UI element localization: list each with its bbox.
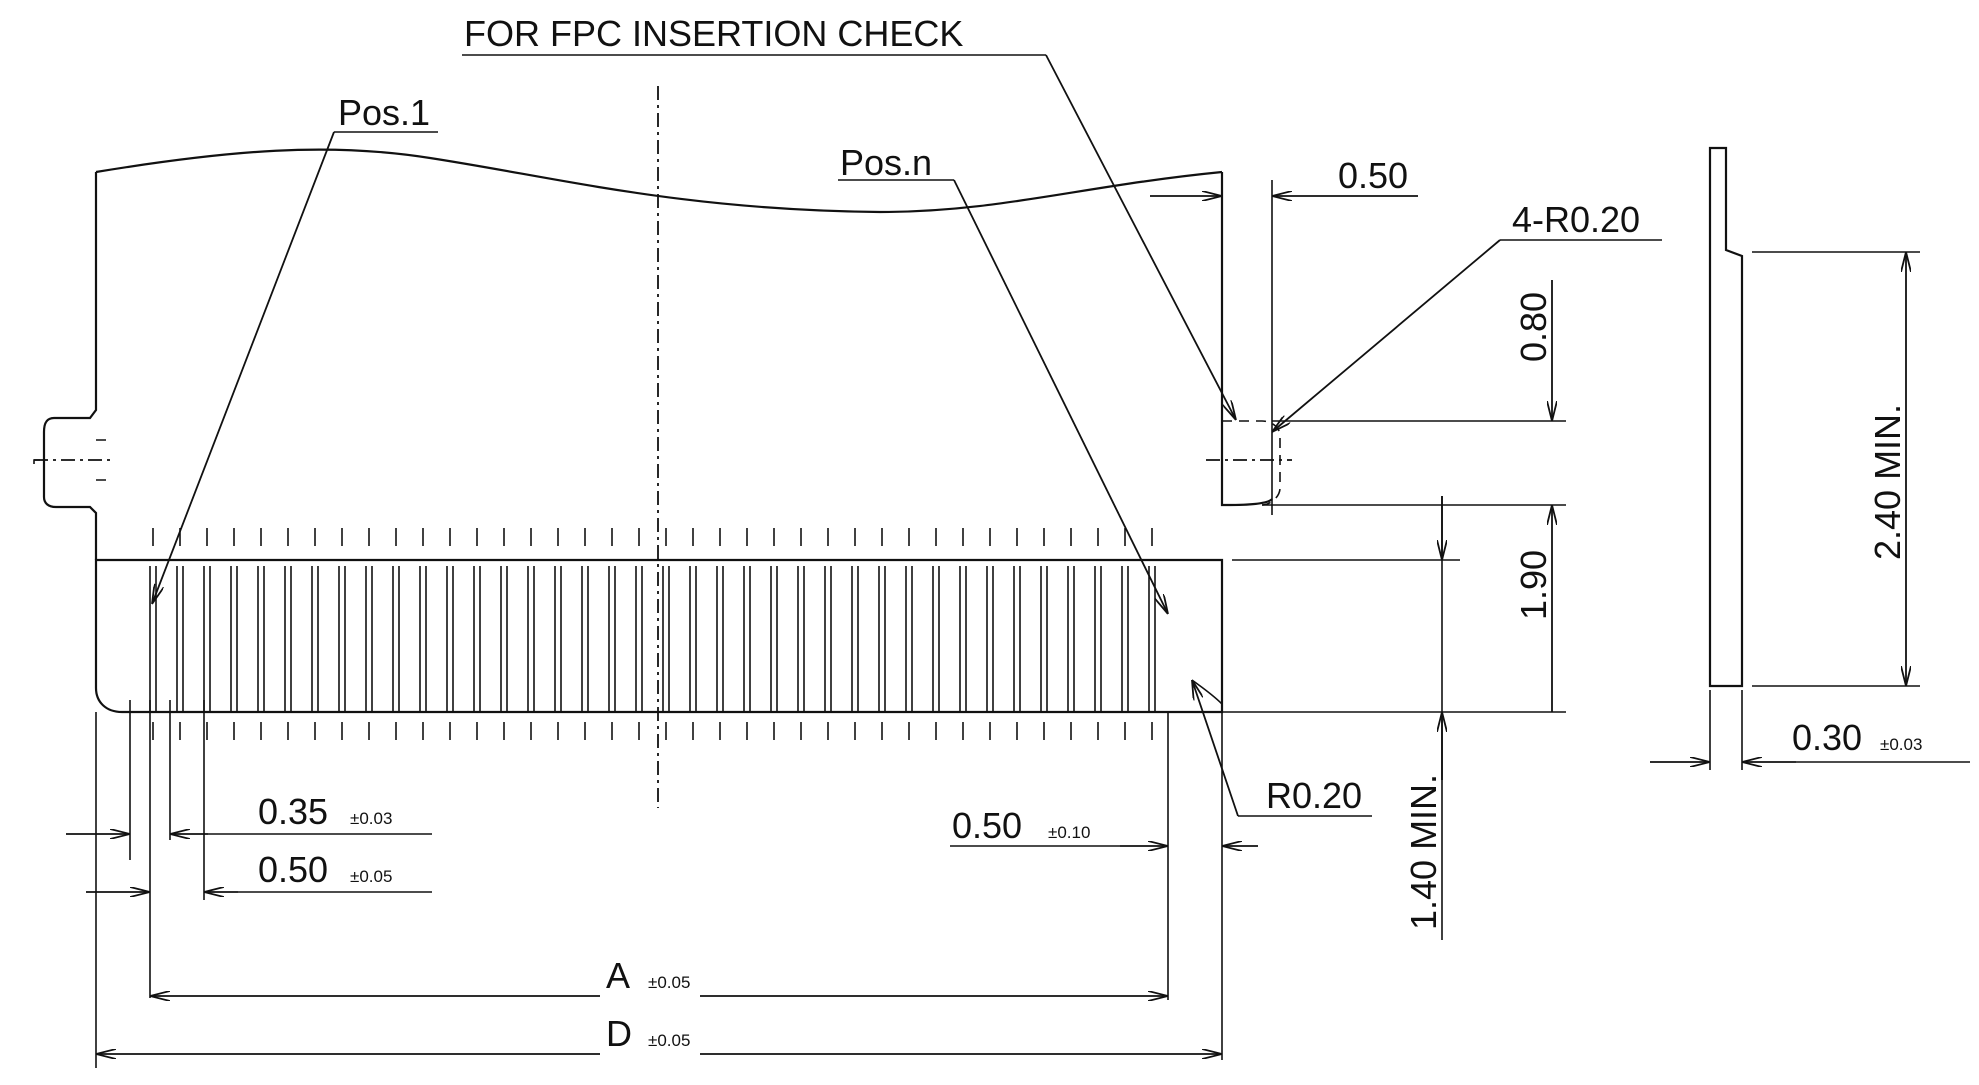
break-line [95, 148, 1223, 214]
radius-four-callout: 4-R0.20 [1272, 199, 1662, 432]
left-edge [42, 172, 98, 560]
dim-240-min-label: 2.40 MIN. [1867, 404, 1908, 560]
radius-single-label: R0.20 [1266, 775, 1362, 816]
insertion-check-title: FOR FPC INSERTION CHECK [464, 13, 963, 54]
dim-050-right-label: 0.50 [952, 805, 1022, 846]
dim-050-right-tol: ±0.10 [1048, 823, 1090, 842]
dim-080: 0.80 1.90 [1262, 280, 1566, 712]
side-view-outline [1708, 146, 1744, 688]
dim-035-tol: ±0.03 [350, 809, 392, 828]
pos-n-label: Pos.n [840, 142, 932, 183]
pos-1-callout: Pos.1 [152, 92, 438, 604]
dim-050-top: 0.50 [1150, 155, 1418, 515]
dim-140-min-label: 1.40 MIN. [1403, 774, 1444, 930]
dim-190-ext [1222, 559, 1566, 713]
pos-n-callout: Pos.n [838, 142, 1168, 614]
side-view: 2.40 MIN. 0.30 ±0.03 [1650, 146, 1970, 770]
dim-140-min: 1.40 MIN. [1403, 496, 1444, 940]
dim-a: A ±0.05 [95, 712, 1168, 1068]
dim-050-pitch-tol: ±0.05 [350, 867, 392, 886]
pos-1-label: Pos.1 [338, 92, 430, 133]
dim-050-pitch: 0.50 ±0.05 [86, 700, 432, 900]
insertion-check-callout: FOR FPC INSERTION CHECK [462, 13, 1236, 420]
dim-d-label: D [606, 1013, 632, 1054]
fpc-outline [33, 148, 1281, 714]
dim-a-tol: ±0.05 [648, 973, 690, 992]
contact-pads [149, 528, 1156, 740]
dim-030-tol: ±0.03 [1880, 735, 1922, 754]
dim-d: D ±0.05 [96, 1013, 1222, 1054]
contact-area-outline [94, 558, 1224, 714]
radius-single-callout: R0.20 [1192, 680, 1372, 817]
dim-035-label: 0.35 [258, 791, 328, 832]
radius-four-label: 4-R0.20 [1512, 199, 1640, 240]
dim-d-tol: ±0.05 [648, 1031, 690, 1050]
dim-050-top-label: 0.50 [1338, 155, 1408, 196]
dim-a-label: A [606, 955, 630, 996]
right-edge [1220, 172, 1273, 507]
dim-080-label: 0.80 [1513, 292, 1554, 362]
dim-050-pitch-label: 0.50 [258, 849, 328, 890]
dim-035: 0.35 ±0.03 [66, 700, 432, 998]
dim-050-right: 0.50 ±0.10 [950, 712, 1258, 1060]
right-tab-dashed [1222, 420, 1281, 506]
dim-030-label: 0.30 [1792, 717, 1862, 758]
dim-190-label: 1.90 [1513, 550, 1554, 620]
